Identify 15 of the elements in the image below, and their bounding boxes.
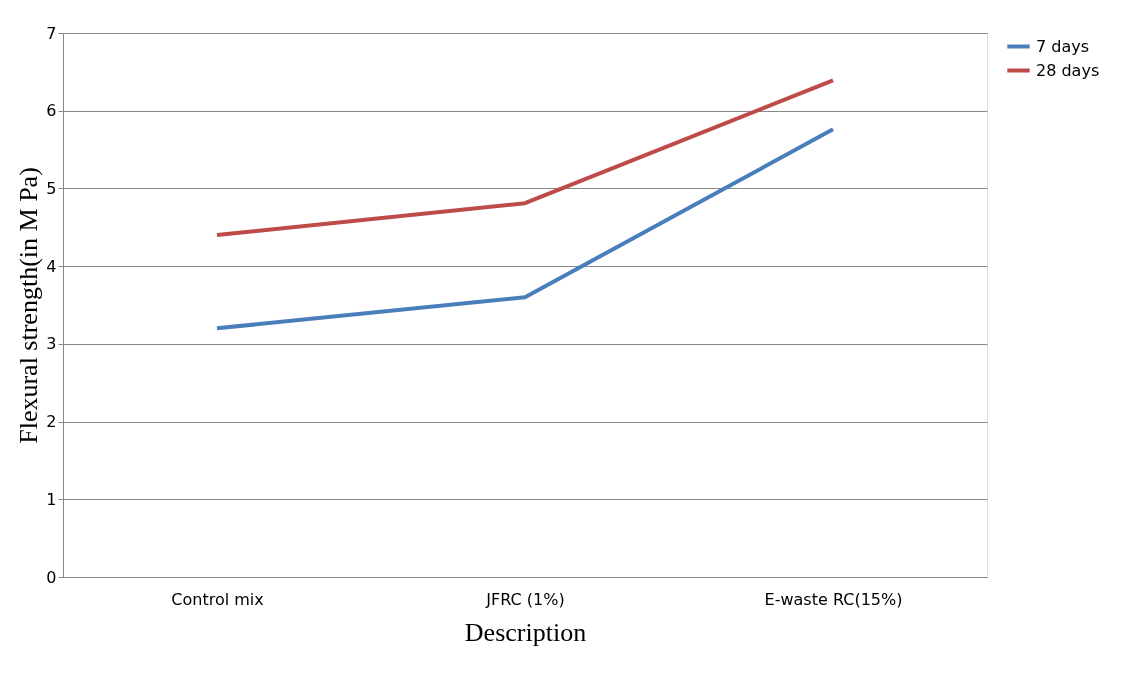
y-tick-label: 6: [46, 101, 57, 121]
x-tick-label: Control mix: [171, 589, 264, 609]
y-tick-label: 3: [46, 334, 57, 354]
x-tick-label: JFRC (1%): [485, 589, 565, 609]
y-tick-label: 2: [46, 412, 57, 432]
legend-label: 28 days: [1036, 60, 1100, 80]
y-tick-label: 4: [46, 256, 57, 276]
y-tick-label: 1: [46, 489, 57, 509]
y-tick-label: 7: [46, 23, 57, 43]
y-tick-label: 0: [46, 567, 57, 587]
y-tick-label: 5: [46, 178, 57, 198]
legend-label: 7 days: [1036, 36, 1090, 56]
x-axis-title: Description: [464, 617, 587, 647]
y-axis-title: Flexural strength(in M Pa): [14, 167, 44, 444]
x-tick-label: E-waste RC(15%): [764, 589, 903, 609]
